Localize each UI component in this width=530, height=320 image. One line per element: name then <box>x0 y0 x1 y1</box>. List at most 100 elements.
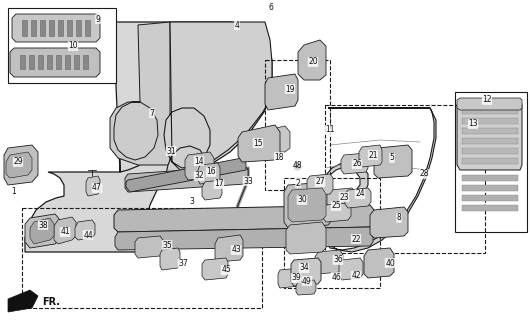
Polygon shape <box>374 145 412 178</box>
Text: 43: 43 <box>231 245 241 254</box>
Text: 42: 42 <box>351 271 361 281</box>
Text: 5: 5 <box>390 154 394 163</box>
Bar <box>325 105 485 253</box>
Bar <box>462 158 518 164</box>
Bar <box>462 148 518 154</box>
Polygon shape <box>345 188 371 208</box>
Text: 47: 47 <box>92 183 102 193</box>
Bar <box>462 108 518 114</box>
Text: 4: 4 <box>235 20 240 29</box>
Text: 38: 38 <box>38 220 48 229</box>
Polygon shape <box>54 217 76 244</box>
Text: 48: 48 <box>292 162 302 171</box>
Polygon shape <box>307 174 333 196</box>
Text: 27: 27 <box>315 178 325 187</box>
Text: 23: 23 <box>339 193 349 202</box>
Text: 6: 6 <box>269 4 273 12</box>
Polygon shape <box>202 180 222 200</box>
Bar <box>29 55 34 69</box>
Text: 25: 25 <box>331 202 341 211</box>
Text: 35: 35 <box>162 241 172 250</box>
Polygon shape <box>185 152 214 180</box>
Polygon shape <box>6 152 32 178</box>
Polygon shape <box>370 207 408 238</box>
Polygon shape <box>457 100 522 170</box>
Polygon shape <box>135 236 163 258</box>
Bar <box>49 20 54 36</box>
Polygon shape <box>126 158 246 192</box>
Text: 20: 20 <box>308 58 318 67</box>
Text: 45: 45 <box>221 266 231 275</box>
Bar <box>462 205 518 211</box>
Bar <box>265 60 330 190</box>
Polygon shape <box>265 126 290 152</box>
Bar <box>462 138 518 144</box>
Text: 7: 7 <box>149 108 154 117</box>
Polygon shape <box>115 227 373 250</box>
Text: 2: 2 <box>296 179 301 188</box>
Polygon shape <box>25 22 272 252</box>
Bar <box>58 20 63 36</box>
Polygon shape <box>110 22 170 165</box>
Text: 19: 19 <box>285 84 295 93</box>
Text: 28: 28 <box>419 170 429 179</box>
Polygon shape <box>364 248 394 278</box>
Text: 40: 40 <box>385 259 395 268</box>
Text: 30: 30 <box>297 196 307 204</box>
Text: 21: 21 <box>368 150 378 159</box>
Bar <box>31 20 36 36</box>
Text: 22: 22 <box>351 235 361 244</box>
Polygon shape <box>30 218 54 244</box>
Polygon shape <box>8 290 38 312</box>
Bar <box>8 8 116 83</box>
Text: 49: 49 <box>302 276 312 285</box>
Text: 33: 33 <box>243 177 253 186</box>
Polygon shape <box>359 145 382 167</box>
Polygon shape <box>238 125 280 162</box>
Text: 41: 41 <box>60 228 70 236</box>
Polygon shape <box>291 258 321 286</box>
Bar <box>462 175 518 181</box>
Text: 32: 32 <box>194 172 204 180</box>
Text: 16: 16 <box>206 167 216 177</box>
Polygon shape <box>323 203 351 222</box>
Polygon shape <box>341 153 368 174</box>
Polygon shape <box>327 188 355 208</box>
Text: 34: 34 <box>299 263 309 273</box>
Bar <box>20 55 25 69</box>
Bar <box>462 185 518 191</box>
Bar <box>22 20 27 36</box>
Text: 31: 31 <box>166 147 176 156</box>
Bar <box>85 20 90 36</box>
Polygon shape <box>198 163 220 184</box>
Polygon shape <box>315 250 343 274</box>
Bar <box>76 20 81 36</box>
Polygon shape <box>125 166 248 192</box>
Polygon shape <box>4 145 38 185</box>
Polygon shape <box>12 14 100 42</box>
Text: 11: 11 <box>325 125 335 134</box>
Polygon shape <box>86 176 100 196</box>
Bar <box>462 195 518 201</box>
Polygon shape <box>298 40 326 80</box>
Text: 29: 29 <box>13 157 23 166</box>
Bar <box>38 55 43 69</box>
Text: 10: 10 <box>68 42 78 51</box>
Polygon shape <box>164 22 272 178</box>
Polygon shape <box>215 235 243 262</box>
Bar <box>65 55 70 69</box>
Text: 26: 26 <box>352 159 362 169</box>
Text: 24: 24 <box>355 189 365 198</box>
Polygon shape <box>10 48 100 77</box>
Text: 3: 3 <box>190 197 195 206</box>
Bar <box>462 118 518 124</box>
Bar <box>284 178 380 288</box>
Polygon shape <box>278 268 302 288</box>
Polygon shape <box>160 248 180 270</box>
Polygon shape <box>284 182 332 228</box>
Polygon shape <box>339 258 363 280</box>
Text: 39: 39 <box>291 274 301 283</box>
Text: 15: 15 <box>253 139 263 148</box>
Polygon shape <box>288 188 326 222</box>
Text: FR.: FR. <box>42 297 60 307</box>
